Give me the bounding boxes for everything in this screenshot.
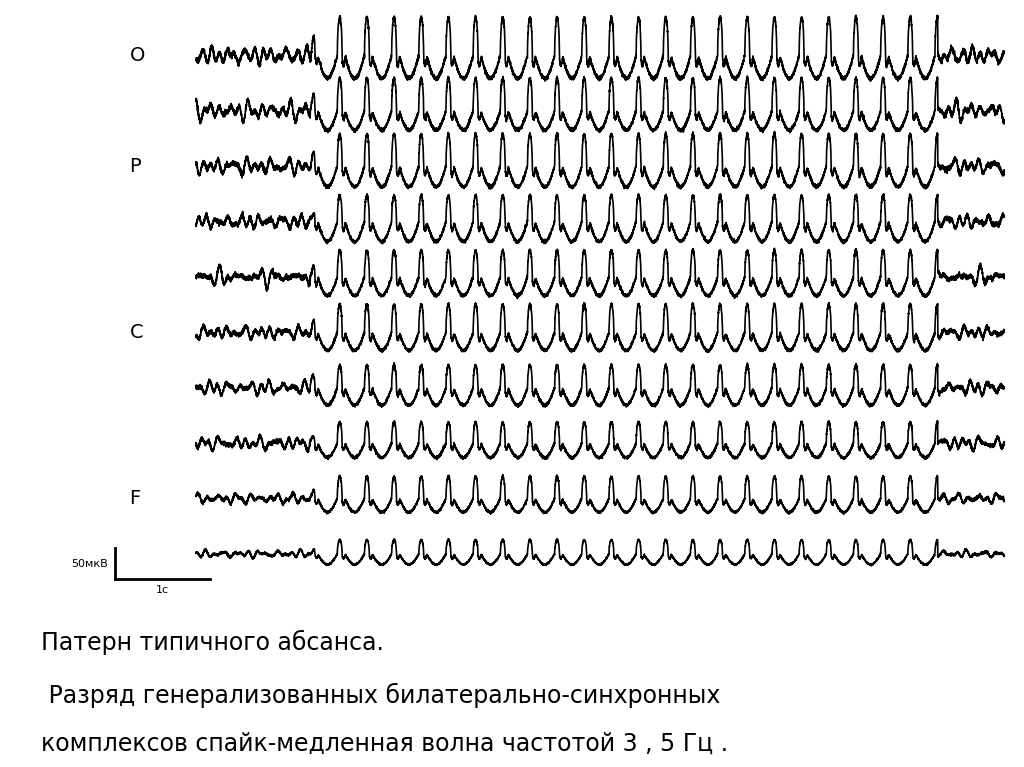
Text: комплексов спайк-медленная волна частотой 3 , 5 Гц .: комплексов спайк-медленная волна частото… — [41, 732, 728, 755]
Text: Разряд генерализованных билатерально-синхронных: Разряд генерализованных билатерально-син… — [41, 683, 720, 709]
Text: C: C — [129, 323, 143, 342]
Text: 1с: 1с — [157, 584, 169, 594]
Text: F: F — [129, 489, 140, 508]
Text: P: P — [129, 156, 141, 176]
Text: Патерн типичного абсанса.: Патерн типичного абсанса. — [41, 630, 383, 655]
Text: O: O — [129, 46, 144, 65]
Text: 50мкВ: 50мкВ — [71, 558, 108, 568]
